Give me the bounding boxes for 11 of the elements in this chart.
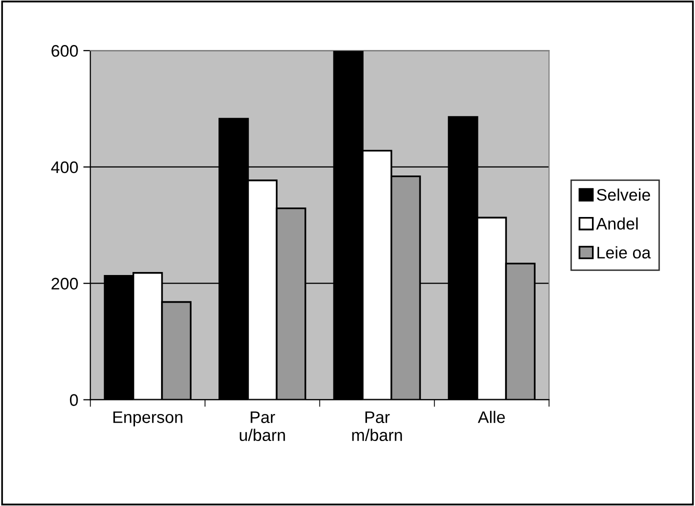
legend-label: Selveie xyxy=(596,188,650,201)
y-tick-label: 400 xyxy=(51,161,78,174)
legend-label: Andel xyxy=(596,217,638,230)
x-tick-label: Par m/barn xyxy=(352,411,402,442)
x-tick-label: Par u/barn xyxy=(240,411,285,442)
y-tick-label: 0 xyxy=(70,394,78,406)
y-tick-label: 600 xyxy=(52,45,78,57)
x-tick-label: Enperson xyxy=(113,411,182,426)
x-tick-label: Alle xyxy=(478,410,505,424)
legend-label: Leie oa xyxy=(598,246,651,259)
y-tick-label: 200 xyxy=(52,278,78,290)
